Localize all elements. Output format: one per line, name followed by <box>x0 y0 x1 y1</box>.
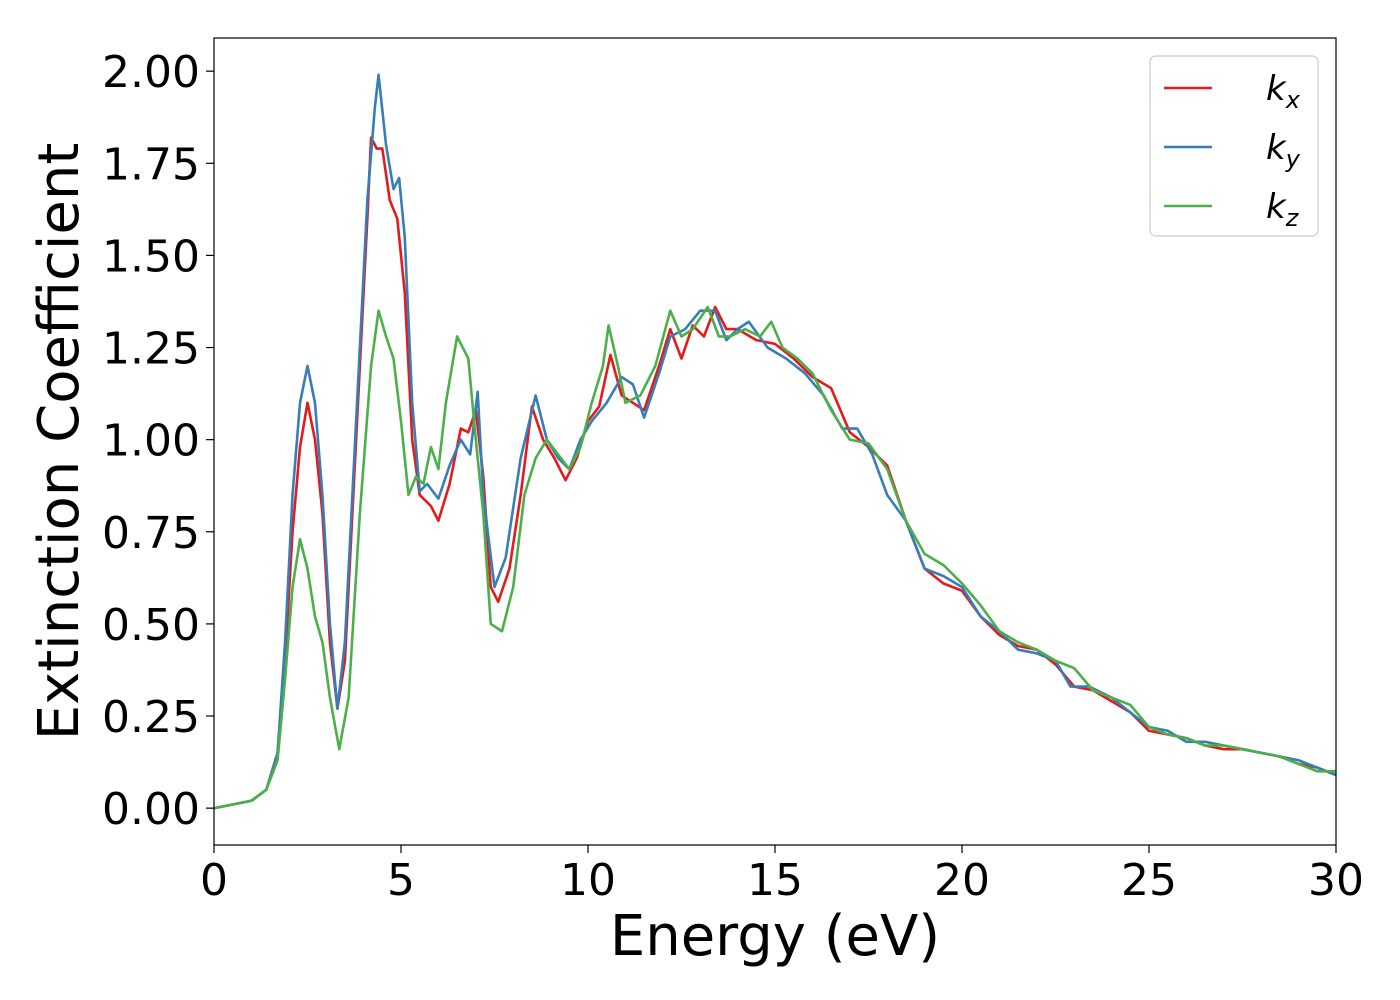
y-tick-label: 1.75 <box>102 139 200 190</box>
y-tick-label: 1.50 <box>102 231 200 282</box>
y-axis: 0.00 0.25 0.50 0.75 1.00 1.25 1.50 1.75 2.00 <box>102 47 214 835</box>
x-tick-label: 5 <box>387 855 415 906</box>
x-tick-label: 10 <box>560 855 616 906</box>
legend-label-kx: kx <box>1266 69 1301 114</box>
x-tick-label: 0 <box>200 855 228 906</box>
legend-box <box>1149 55 1319 237</box>
legend-label-subscript: y <box>1285 145 1301 173</box>
legend-label-ky: ky <box>1266 128 1301 173</box>
legend-label-subscript: x <box>1285 86 1301 114</box>
series-line-kz <box>214 305 1336 810</box>
x-tick-label: 25 <box>1121 855 1177 906</box>
y-tick-label: 1.25 <box>102 324 200 375</box>
y-tick-label: 0.75 <box>102 508 200 559</box>
x-tick-label: 20 <box>934 855 990 906</box>
x-tick-label: 15 <box>747 855 803 906</box>
x-axis: 0 5 10 15 20 25 30 <box>200 845 1364 906</box>
y-tick-label: 0.50 <box>102 600 200 651</box>
x-axis-title: Energy (eV) <box>610 904 940 969</box>
y-axis-title: Extinction Coefficient <box>27 143 92 741</box>
y-tick-label: 2.00 <box>102 47 200 98</box>
legend-label-base: k <box>1266 69 1287 109</box>
y-tick-label: 0.00 <box>102 784 200 835</box>
legend-label-base: k <box>1266 187 1287 227</box>
y-tick-label: 1.00 <box>102 416 200 467</box>
series-layer <box>214 73 1336 810</box>
series-line-ky <box>214 73 1336 810</box>
legend-label-kz: kz <box>1266 187 1300 232</box>
legend-label-subscript: z <box>1285 204 1300 232</box>
legend-label-base: k <box>1266 128 1287 168</box>
x-tick-label: 30 <box>1308 855 1364 906</box>
y-tick-label: 0.25 <box>102 692 200 743</box>
